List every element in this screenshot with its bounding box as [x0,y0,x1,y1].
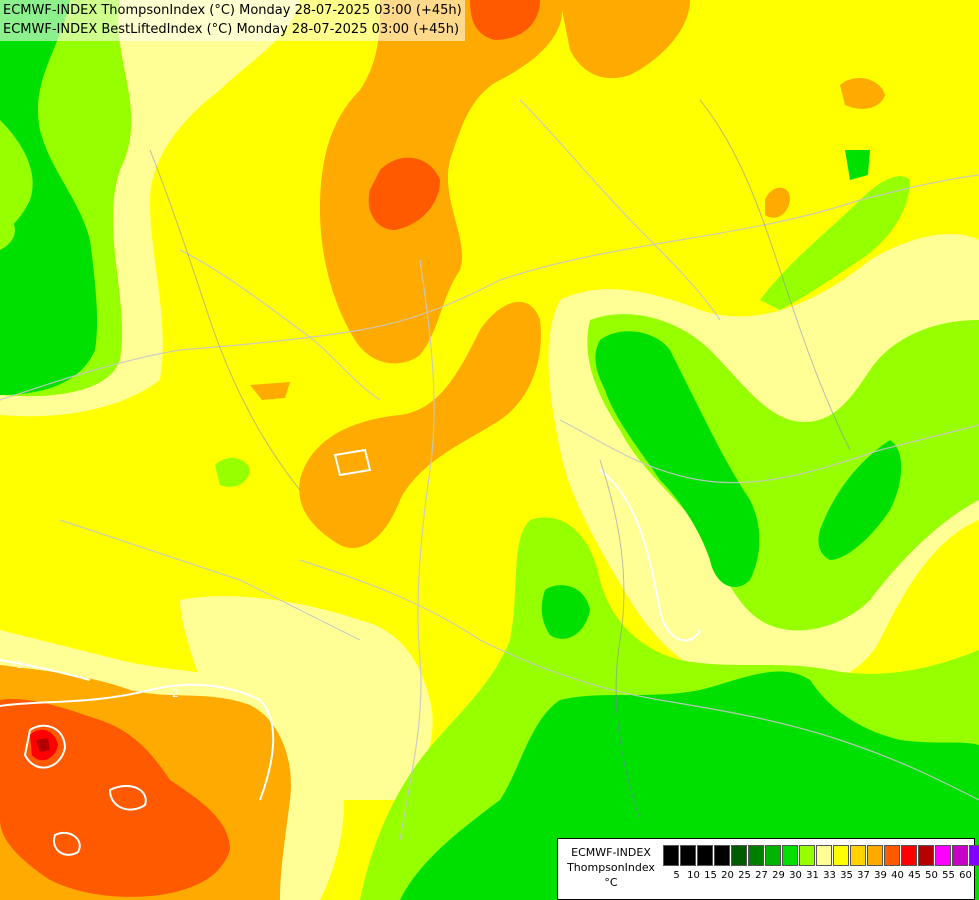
legend-swatch [935,845,951,866]
map-header: ECMWF-INDEX ThompsonIndex (°C) Monday 28… [0,0,465,41]
legend-swatch [969,845,979,866]
legend-tick-label: 10 [687,870,700,881]
field-green-ne [845,150,870,180]
legend-title: ECMWF-INDEX ThompsonIndex °C [562,845,660,890]
field-green-east [595,331,760,588]
field-darkorange-sw [0,699,230,897]
legend-swatch [748,845,764,866]
legend-tick-label: 35 [840,870,853,881]
legend-swatch [782,845,798,866]
legend-tick-label: 15 [704,870,717,881]
field-orange-ne [840,77,885,109]
field-orange-small [250,382,290,400]
legend-swatch [816,845,832,866]
field-orange-ne2 [765,187,790,218]
color-legend: ECMWF-INDEX ThompsonIndex °C 5 10 15 20 25 27… [557,838,979,900]
field-lightyellow-south [180,596,433,800]
legend-title-model: ECMWF-INDEX [571,846,651,859]
legend-swatch [680,845,696,866]
legend-tick-label: 20 [721,870,734,881]
legend-swatch [663,845,679,866]
legend-swatch [833,845,849,866]
legend-tick-label: 40 [891,870,904,881]
legend-swatch [850,845,866,866]
legend-swatch [867,845,883,866]
field-lime-nw-inner [0,120,33,230]
legend-swatch [901,845,917,866]
legend-swatch [697,845,713,866]
legend-tick-label: 31 [806,870,819,881]
legend-swatch [731,845,747,866]
field-lime-small [215,458,250,487]
legend-tick-label: 33 [823,870,836,881]
contour-label-1: -1 [12,658,23,671]
field-orange-north [320,0,562,364]
legend-swatch [765,845,781,866]
field-orange-ne-top [560,0,690,79]
field-darkorange-north [368,157,440,230]
legend-tick-label: 45 [908,870,921,881]
river-lines [149,99,851,821]
legend-tick-label: 55 [942,870,955,881]
legend-swatch [714,845,730,866]
legend-tick-label: 50 [925,870,938,881]
legend-tick-label: 60 [959,870,972,881]
legend-ticks: 5 10 15 20 25 27 29 30 31 33 35 37 39 40 45 50 55 60 [668,870,974,881]
field-green-nw [0,0,98,395]
header-line-bestlifted: ECMWF-INDEX BestLiftedIndex (°C) Monday … [3,22,460,37]
legend-tick-label: 29 [772,870,785,881]
contour-lines [0,448,701,856]
contour-label-2: -2 [168,687,179,700]
legend-swatch [799,845,815,866]
legend-swatch [952,845,968,866]
field-darkred-sw [36,738,50,752]
legend-swatch [884,845,900,866]
legend-swatch [918,845,934,866]
legend-tick-label: 25 [738,870,751,881]
field-green-east-2 [818,440,902,560]
field-darkorange-top [470,0,540,40]
field-lightyellow-nw [0,0,300,417]
field-green-spot [541,585,590,639]
legend-tick-label: 39 [874,870,887,881]
legend-tick-label: 37 [857,870,870,881]
border-lines [0,99,979,841]
legend-swatches [663,845,979,866]
legend-tick-label: 30 [789,870,802,881]
legend-tick-label: 5 [673,870,680,881]
field-lime-ne [760,176,910,310]
legend-title-index: ThompsonIndex [567,861,655,874]
legend-title-unit: °C [604,876,618,889]
field-orange-center [299,301,541,548]
legend-tick-label: 27 [755,870,768,881]
header-line-thompson: ECMWF-INDEX ThompsonIndex (°C) Monday 28… [3,3,462,18]
